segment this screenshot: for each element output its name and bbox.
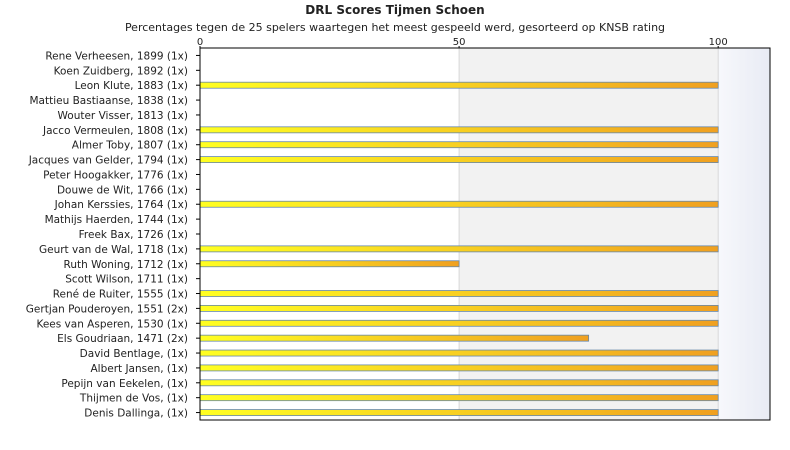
category-label: Koen Zuidberg, 1892 (1x) (54, 65, 188, 77)
band-50-100 (459, 48, 719, 420)
grid-lines (458, 48, 719, 420)
bar (199, 81, 719, 89)
category-label: Leon Klute, 1883 (1x) (75, 80, 188, 92)
category-label: Peter Hoogakker, 1776 (1x) (43, 169, 188, 181)
category-label: Jacques van Gelder, 1794 (1x) (28, 155, 188, 167)
category-label: Albert Jansen, (1x) (90, 363, 188, 375)
category-label: Ruth Woning, 1712 (1x) (64, 259, 189, 271)
category-label: Mattieu Bastiaanse, 1838 (1x) (29, 95, 188, 107)
category-label: Almer Toby, 1807 (1x) (72, 140, 188, 152)
category-label: Kees van Asperen, 1530 (1x) (36, 318, 188, 330)
plot-frame (199, 47, 771, 421)
band-100-end (718, 48, 770, 420)
category-label: Jacco Vermeulen, 1808 (1x) (42, 125, 188, 137)
bar (199, 245, 719, 253)
background-bands (459, 48, 770, 420)
category-label: Scott Wilson, 1711 (1x) (65, 274, 188, 286)
bar (199, 200, 719, 208)
category-label: Mathijs Haerden, 1744 (1x) (45, 214, 188, 226)
bar (199, 319, 719, 327)
x-tick-label: 0 (197, 37, 203, 48)
bar (199, 334, 590, 342)
x-tick-label: 100 (709, 37, 728, 48)
bar (199, 260, 460, 268)
bar (199, 141, 719, 149)
bar (199, 364, 719, 372)
bar (199, 126, 719, 134)
chart-subtitle: Percentages tegen de 25 spelers waartege… (125, 21, 665, 34)
category-label: Geurt van de Wal, 1718 (1x) (39, 244, 188, 256)
bar (199, 349, 719, 357)
category-labels: Rene Verheesen, 1899 (1x) Koen Zuidberg, … (26, 50, 200, 420)
x-tick-label: 50 (453, 37, 466, 48)
bar (199, 409, 719, 416)
category-label: Freek Bax, 1726 (1x) (79, 229, 188, 241)
category-label: Thijmen de Vos, (1x) (79, 393, 188, 405)
category-label: Gertjan Pouderoyen, 1551 (2x) (26, 303, 188, 315)
category-label: Wouter Visser, 1813 (1x) (58, 110, 189, 122)
category-label: Douwe de Wit, 1766 (1x) (57, 184, 188, 196)
category-label: David Bentlage, (1x) (80, 348, 188, 360)
x-axis-ticks: 0 50 100 (197, 37, 728, 48)
category-label: René de Ruiter, 1555 (1x) (53, 289, 188, 301)
category-label: Rene Verheesen, 1899 (1x) (45, 50, 188, 62)
bar (199, 394, 719, 402)
bar (199, 290, 719, 297)
bar (199, 156, 719, 164)
bar (199, 379, 719, 387)
category-label: Johan Kerssies, 1764 (1x) (54, 199, 188, 211)
bars (199, 81, 719, 416)
category-label: Denis Dallinga, (1x) (84, 408, 188, 420)
bar (199, 304, 719, 312)
category-label: Els Goudriaan, 1471 (2x) (57, 333, 188, 345)
chart-title: DRL Scores Tijmen Schoen (305, 3, 484, 17)
category-label: Pepijn van Eekelen, (1x) (61, 378, 188, 390)
